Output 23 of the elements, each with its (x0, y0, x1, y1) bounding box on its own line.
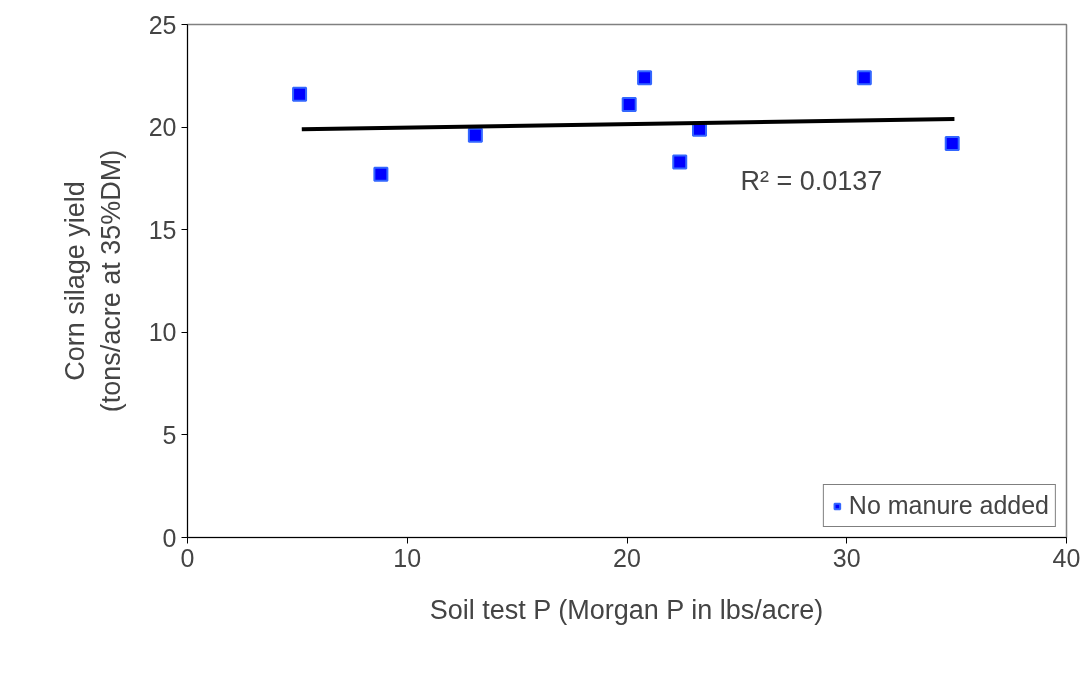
point (944, 136, 960, 152)
legend-label: No manure added (848, 491, 1049, 520)
y-tick-label: 25 (148, 10, 177, 39)
y-tick-label: 20 (148, 113, 177, 142)
point (292, 86, 308, 102)
x-tick-label: 10 (393, 543, 422, 572)
point (373, 166, 389, 182)
x-tick-label: 20 (613, 543, 641, 572)
x-tick-label: 40 (1052, 543, 1081, 572)
x-axis-title: Soil test P (Morgan P in lbs/acre) (429, 594, 824, 625)
y-tick-label: 15 (148, 215, 177, 244)
point (672, 154, 688, 170)
y-axis-title: Corn silage yield (tons/acre at 35%DM) (59, 149, 126, 413)
annotation: R² = 0.0137 (740, 165, 883, 196)
x-tick-label: 0 (180, 543, 195, 572)
point (856, 70, 872, 86)
x-tick-label: 30 (832, 543, 861, 572)
point (467, 127, 483, 143)
y-tick-label: 5 (162, 420, 177, 449)
y-tick-label: 0 (162, 523, 177, 552)
y-tick-label: 10 (148, 318, 177, 347)
point (637, 70, 653, 86)
point (621, 97, 637, 113)
